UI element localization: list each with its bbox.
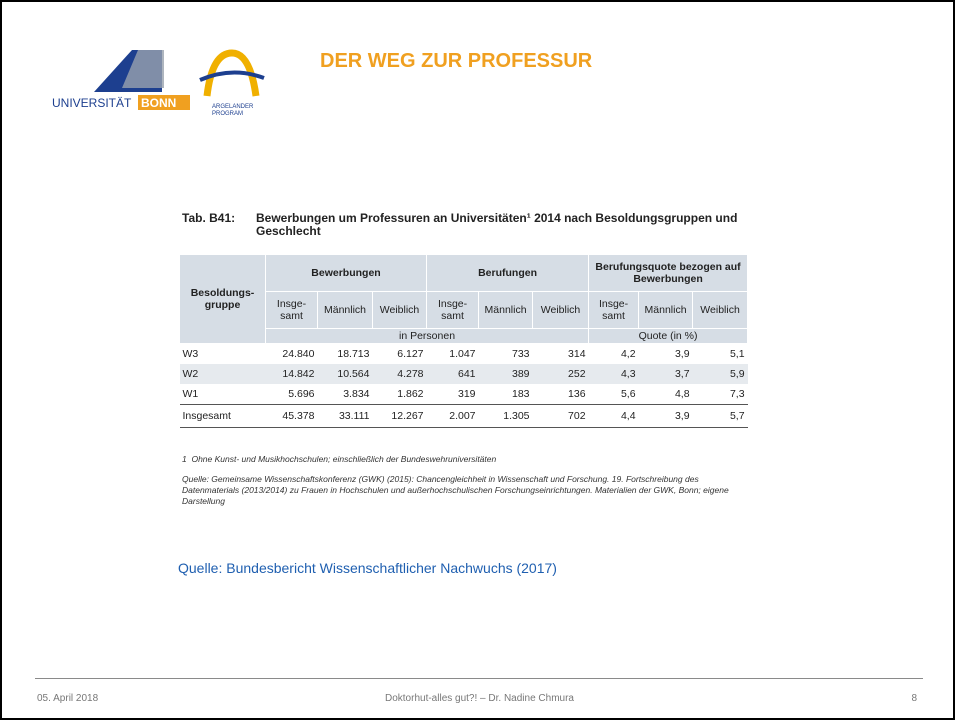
slide-title: DER WEG ZUR PROFESSUR <box>320 50 593 72</box>
cell: 24.840 <box>282 348 315 360</box>
table-caption: Tab. B41: Bewerbungen um Professuren an … <box>182 212 752 238</box>
data-row: W1 5.696 3.834 1.862 319 183 136 5,6 4,8 7,3 <box>180 384 748 405</box>
row-label: W2 <box>179 364 266 384</box>
cell: 3,9 <box>638 404 693 428</box>
footnote: 1 Ohne Kunst- und Musikhochschulen; eins… <box>182 454 496 464</box>
cell: 18.713 <box>337 348 370 360</box>
subheader-row: Insge-samt Männlich Weiblich Insge-samt Männ… <box>180 291 749 329</box>
cell: 733 <box>512 348 530 360</box>
cell: 3,9 <box>674 348 690 360</box>
unit-row: in Personen Quote (in %) <box>180 328 749 344</box>
row-label: W1 <box>182 388 199 400</box>
cell: 14.842 <box>265 364 318 384</box>
column-header: Weiblich <box>371 291 428 329</box>
row-label: W3 <box>182 348 199 360</box>
data-row: W2 14.842 10.564 4.278 641 389 252 4,3 3,7 5,9 <box>179 364 748 384</box>
data-row: W3 24.840 18.713 6.127 1.047 733 314 4,2 3,9 5,1 <box>180 344 748 365</box>
cell: 4,2 <box>620 348 636 360</box>
unit-header: in Personen <box>264 328 590 344</box>
logo-text: UNIVERSITÄT <box>52 96 132 110</box>
footer-center: Doktorhut-alles gut?! – Dr. Nadine Chmur… <box>385 693 574 704</box>
column-header: Weiblich <box>532 291 590 329</box>
footer-date: 05. April 2018 <box>37 693 99 704</box>
cell: 5,7 <box>692 404 748 428</box>
group-header: Bewerbungen <box>264 254 428 292</box>
cell: 702 <box>532 404 589 428</box>
caption-text: Bewerbungen um Professuren an Universitä… <box>256 211 738 238</box>
cell: 4,8 <box>674 388 690 400</box>
cell: 1.305 <box>478 404 533 428</box>
cell: 641 <box>426 364 479 384</box>
logo-shape <box>122 50 164 88</box>
cell: 4,4 <box>588 404 639 428</box>
cell: 45.378 <box>265 404 318 428</box>
cell: 319 <box>458 388 476 400</box>
row-header: Besoldungs-gruppe <box>179 254 266 344</box>
data-row: Insgesamt 45.378 33.111 12.267 2.007 1.305 702… <box>179 404 748 428</box>
footer-page: 8 <box>911 693 917 704</box>
column-header: Weiblich <box>692 291 749 329</box>
cell: 7,3 <box>729 388 745 400</box>
column-header: Männlich <box>478 291 534 329</box>
cell: 252 <box>532 364 589 384</box>
logo-text: PROGRAM <box>212 111 243 117</box>
cell: 5.696 <box>288 388 315 400</box>
cell: 2.007 <box>426 404 479 428</box>
header-row: Besoldungs-gruppe Bewerbungen Berufungen Be… <box>179 254 749 344</box>
caption-label: Tab. B41: <box>182 211 236 225</box>
cell: 4,3 <box>588 364 639 384</box>
cell: 3,7 <box>638 364 693 384</box>
unit-header: Quote (in %) <box>588 328 749 344</box>
cell: 136 <box>568 388 586 400</box>
cell: 3.834 <box>343 388 370 400</box>
cell: 10.564 <box>317 364 373 384</box>
cell: 4.278 <box>372 364 427 384</box>
cell: 12.267 <box>372 404 427 428</box>
cell: 33.111 <box>317 404 373 428</box>
cell: 5,6 <box>620 388 636 400</box>
cell: 389 <box>478 364 533 384</box>
footnote-mark: 1 <box>182 454 187 464</box>
cell: 5,1 <box>729 348 745 360</box>
cell: 5,9 <box>692 364 748 384</box>
table-source: Quelle: Gemeinsame Wissenschaftskonferen… <box>182 474 729 506</box>
cell: 6.127 <box>397 348 424 360</box>
column-header: Insge-samt <box>265 291 318 329</box>
cell: 314 <box>568 348 586 360</box>
logo-text: ARGELANDER <box>212 104 254 110</box>
source-note: Quelle: Bundesbericht Wissenschaftlicher… <box>178 560 557 576</box>
group-header: Berufungen <box>426 254 590 292</box>
footnote-text: Ohne Kunst- und Musikhochschulen; einsch… <box>191 454 497 464</box>
data-table: Besoldungs-gruppe Bewerbungen Berufungen Be… <box>179 254 749 428</box>
row-label: Insgesamt <box>179 404 266 428</box>
footer-line <box>35 678 923 679</box>
logo-arc <box>199 70 265 82</box>
cell: 1.862 <box>397 388 424 400</box>
group-header: Berufungsquote bezogen auf Bewerbungen <box>588 254 749 292</box>
column-header: Männlich <box>317 291 373 329</box>
cell: 1.047 <box>449 348 476 360</box>
column-header: Insge-samt <box>588 291 640 329</box>
cell: 183 <box>512 388 530 400</box>
column-header: Insge-samt <box>426 291 480 329</box>
column-header: Männlich <box>638 291 694 329</box>
logos: UNIVERSITÄT BONN ARGELANDER PROGRAM <box>52 49 265 117</box>
logo-box <box>138 95 190 110</box>
logo-text: BONN <box>141 96 176 110</box>
